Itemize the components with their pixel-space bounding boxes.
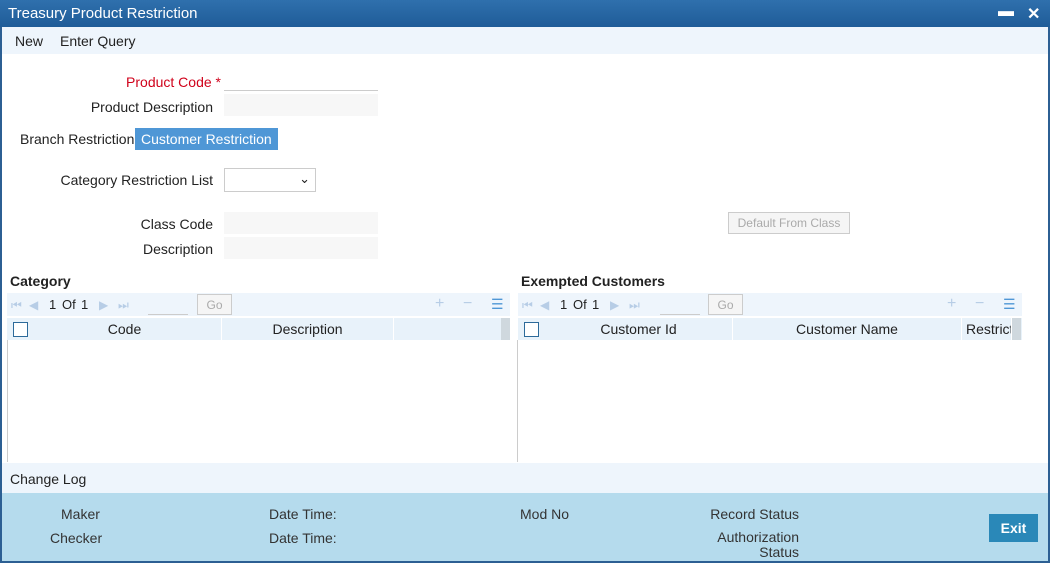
exempted-pager: ⏮ ◀ 1 Of 1 ▶ ⏭ Go + − ☰ [518,293,1022,316]
product-code-label: Product Code * [80,74,221,90]
column-code: Code [28,318,222,340]
category-pager: ⏮ ◀ 1 Of 1 ▶ ⏭ Go + − ☰ [7,293,510,316]
current-page: 1 [560,297,568,312]
exempted-customers-title: Exempted Customers [521,273,665,289]
toolbar: New Enter Query [0,27,1050,54]
description-input[interactable] [224,237,378,259]
column-customer-id: Customer Id [545,318,733,340]
tab-branch-restriction[interactable]: Branch Restriction [20,131,135,147]
add-row-icon[interactable]: + [947,295,957,312]
go-button[interactable]: Go [708,294,743,315]
next-page-icon[interactable]: ▶ [99,298,109,312]
main-form [0,54,1050,463]
category-section-title: Category [10,273,71,289]
total-pages: 1 [81,297,89,312]
required-mark: * [215,74,221,90]
go-button[interactable]: Go [197,294,232,315]
divider [7,340,8,462]
description-label: Description [142,241,213,257]
column-customer-name: Customer Name [733,318,962,340]
scrollbar[interactable] [1012,318,1021,340]
record-status-label: Record Status [710,506,799,522]
category-restriction-list-select[interactable]: ⌄ [224,168,316,192]
column-description: Description [222,318,394,340]
add-row-icon[interactable]: + [435,295,445,312]
select-all-checkbox[interactable] [524,322,539,337]
page-number-input[interactable] [148,295,188,315]
delete-row-icon[interactable]: − [975,295,985,312]
authorization-status-label: Authorization Status [717,529,799,560]
tab-customer-restriction[interactable]: Customer Restriction [135,128,278,150]
divider [517,340,518,462]
exit-button[interactable]: Exit [989,514,1038,542]
category-grid-header: Code Description [7,318,510,340]
of-label: Of [573,297,587,312]
close-icon[interactable]: ✕ [1027,6,1041,23]
first-page-icon[interactable]: ⏮ [11,298,22,312]
window-title: Treasury Product Restriction [8,5,198,22]
select-all-checkbox[interactable] [13,322,28,337]
list-view-icon[interactable]: ☰ [491,296,504,312]
list-view-icon[interactable]: ☰ [1003,296,1016,312]
minimize-icon[interactable]: ▬ [998,3,1014,20]
mod-no-label: Mod No [520,506,570,522]
change-log[interactable]: Change Log [0,463,1050,493]
class-code-input[interactable] [224,212,378,234]
next-page-icon[interactable]: ▶ [610,298,620,312]
category-restriction-list-label: Category Restriction List [60,172,213,188]
first-page-icon[interactable]: ⏮ [522,298,533,312]
maker-date-time-label: Date Time: [269,506,337,522]
footer: Maker Checker Date Time: Date Time: Mod … [0,493,1050,563]
page-number-input[interactable] [660,295,700,315]
new-button[interactable]: New [15,33,44,49]
enter-query-button[interactable]: Enter Query [60,33,136,49]
product-description-label: Product Description [90,99,213,115]
product-code-label-text: Product Code [126,74,212,90]
title-bar: Treasury Product Restriction [0,0,1050,27]
maker-label: Maker [61,506,100,522]
current-page: 1 [49,297,57,312]
chevron-down-icon: ⌄ [299,171,310,186]
exempted-grid-header: Customer Id Customer Name Restricti [518,318,1022,340]
scrollbar[interactable] [501,318,510,340]
checker-date-time-label: Date Time: [269,530,337,546]
of-label: Of [62,297,76,312]
delete-row-icon[interactable]: − [463,295,473,312]
total-pages: 1 [592,297,600,312]
class-code-label: Class Code [140,216,213,232]
checker-label: Checker [50,530,103,546]
product-code-input[interactable] [224,69,378,91]
previous-page-icon[interactable]: ◀ [540,298,550,312]
last-page-icon[interactable]: ⏭ [629,298,640,312]
last-page-icon[interactable]: ⏭ [118,298,129,312]
column-restriction: Restricti [962,318,1012,340]
product-description-input[interactable] [224,94,378,116]
previous-page-icon[interactable]: ◀ [29,298,39,312]
default-from-class-button[interactable]: Default From Class [728,212,850,234]
